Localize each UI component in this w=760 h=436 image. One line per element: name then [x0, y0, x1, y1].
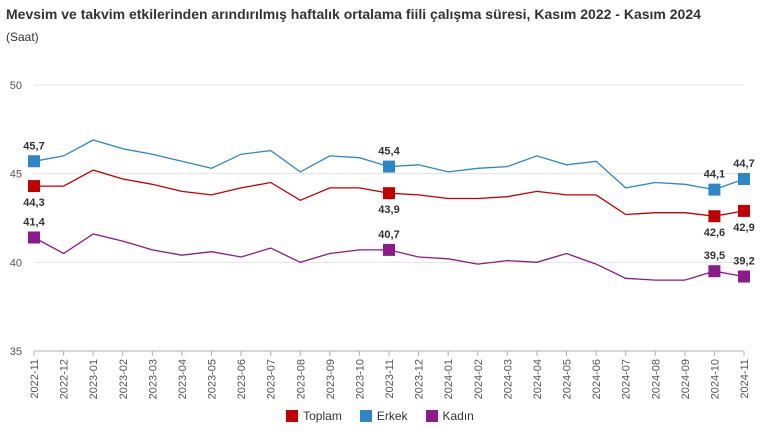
data-marker [28, 155, 40, 168]
data-marker [708, 210, 721, 223]
x-tick-label: 2024-04 [532, 359, 544, 399]
data-label: 44,1 [704, 169, 725, 181]
y-tick-label: 50 [10, 80, 22, 92]
x-tick-label: 2024-10 [709, 359, 721, 399]
x-tick-label: 2022-12 [59, 359, 71, 399]
x-tick-label: 2024-09 [680, 359, 692, 399]
data-marker [738, 172, 750, 185]
data-label: 45,4 [378, 146, 400, 158]
x-tick-label: 2023-10 [354, 359, 366, 399]
data-label: 44,3 [23, 197, 44, 209]
data-label: 42,9 [733, 222, 754, 234]
data-label: 39,5 [704, 250, 725, 262]
data-marker [28, 180, 40, 193]
x-tick-label: 2023-05 [207, 359, 219, 399]
data-label: 39,2 [733, 256, 754, 268]
x-tick-label: 2023-02 [118, 359, 130, 399]
x-tick-label: 2023-09 [325, 359, 337, 399]
x-tick-label: 2024-08 [650, 359, 662, 399]
legend-item[interactable]: Erkek [359, 409, 408, 423]
legend-label: Toplam [303, 409, 342, 423]
y-tick-label: 45 [10, 169, 22, 181]
legend-swatch [286, 410, 299, 422]
data-label: 45,7 [23, 140, 44, 152]
x-tick-label: 2024-07 [621, 359, 633, 399]
x-tick-label: 2023-08 [295, 359, 307, 399]
data-marker [383, 187, 395, 200]
legend-item[interactable]: Kadın [425, 409, 474, 423]
data-marker [738, 270, 750, 283]
x-tick-label: 2023-07 [266, 359, 278, 399]
legend-item[interactable]: Toplam [286, 409, 342, 423]
x-tick-label: 2023-11 [384, 359, 396, 399]
data-marker [708, 183, 721, 196]
y-tick-label: 35 [10, 346, 22, 358]
data-label: 44,7 [733, 158, 754, 170]
x-tick-label: 2024-01 [443, 359, 455, 399]
y-tick-label: 40 [10, 257, 22, 269]
data-marker [383, 160, 395, 173]
x-tick-label: 2023-03 [147, 359, 159, 399]
chart-legend: Toplam Erkek Kadın [0, 409, 760, 423]
data-label: 41,4 [23, 217, 45, 229]
data-marker [708, 265, 721, 278]
data-marker [28, 231, 40, 244]
legend-swatch [359, 410, 372, 422]
x-tick-label: 2023-12 [414, 359, 426, 399]
x-tick-label: 2023-01 [88, 359, 100, 399]
legend-label: Kadın [442, 409, 474, 423]
x-tick-label: 2024-02 [473, 359, 485, 399]
x-tick-label: 2024-03 [502, 359, 514, 399]
data-label: 43,9 [378, 204, 399, 216]
legend-label: Erkek [376, 409, 408, 423]
x-tick-label: 2024-11 [739, 359, 751, 399]
data-marker [738, 204, 750, 217]
data-label: 42,6 [704, 227, 725, 239]
x-tick-label: 2024-06 [591, 359, 603, 399]
x-tick-label: 2023-04 [177, 359, 189, 399]
x-tick-label: 2024-05 [562, 359, 574, 399]
chart-subtitle: (Saat) [6, 30, 39, 44]
chart-title: Mevsim ve takvim etkilerinden arındırılm… [6, 6, 701, 22]
x-tick-label: 2023-06 [236, 359, 248, 399]
data-label: 40,7 [378, 229, 399, 241]
legend-swatch [425, 410, 438, 422]
x-tick-label: 2022-11 [29, 359, 41, 399]
data-marker [383, 243, 395, 256]
